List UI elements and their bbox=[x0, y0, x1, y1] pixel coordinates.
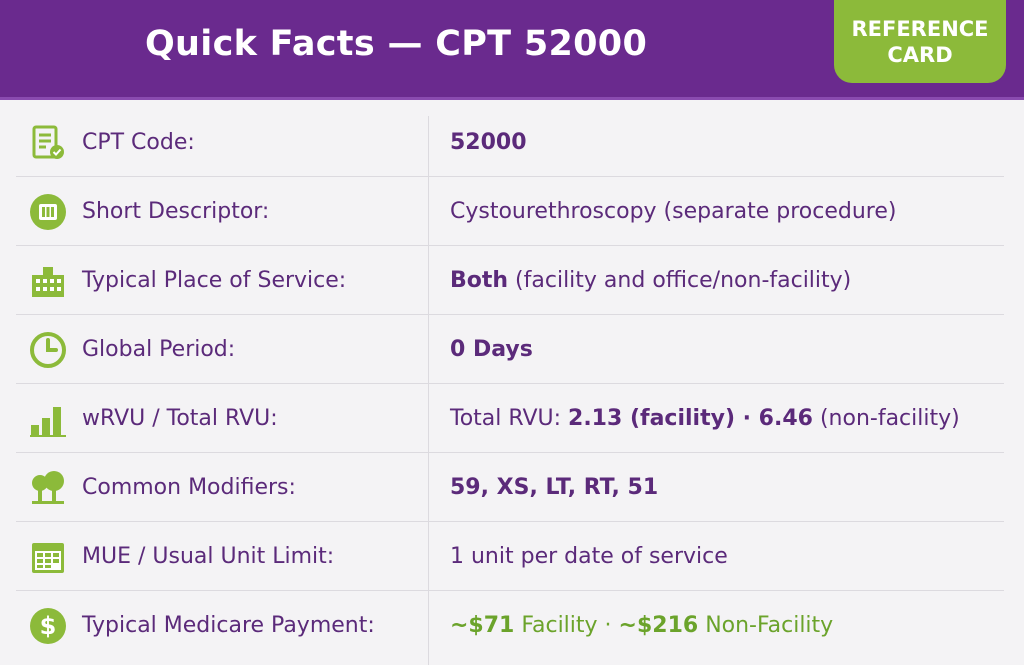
badge-line-2: CARD bbox=[887, 42, 953, 67]
value-bold: 2.13 (facility) · 6.46 bbox=[568, 406, 813, 431]
column-divider bbox=[428, 116, 429, 665]
calendar-icon bbox=[32, 543, 64, 573]
value-prefix: Total RVU: bbox=[450, 406, 569, 431]
page-title: Quick Facts — CPT 52000 bbox=[145, 24, 648, 64]
document-check-icon bbox=[32, 125, 64, 159]
value-bold: Both bbox=[450, 268, 509, 293]
row-label: Common Modifiers: bbox=[82, 475, 296, 500]
row-label: wRVU / Total RVU: bbox=[82, 406, 278, 431]
clock-icon bbox=[30, 332, 66, 368]
row-value: Cystourethroscopy (separate procedure) bbox=[450, 199, 897, 224]
bar-chart-icon bbox=[30, 407, 66, 437]
tree-icon bbox=[32, 471, 64, 504]
row-value: Both (facility and office/non-facility) bbox=[450, 246, 851, 315]
badge-line-1: REFERENCE bbox=[851, 16, 989, 41]
table-row: CPT Code: 52000 bbox=[16, 108, 1004, 177]
descriptor-icon bbox=[30, 194, 66, 230]
table-row: Global Period: 0 Days bbox=[16, 315, 1004, 384]
row-value: Total RVU: 2.13 (facility) · 6.46 (non-f… bbox=[450, 384, 960, 453]
row-label: CPT Code: bbox=[82, 130, 195, 155]
row-value: 59, XS, LT, RT, 51 bbox=[450, 475, 659, 500]
reference-card-badge: REFERENCE CARD bbox=[834, 0, 1006, 83]
value-facility-amount: ~$71 bbox=[450, 613, 515, 638]
value-facility-label: Facility · bbox=[514, 613, 619, 638]
value-rest: (facility and office/non-facility) bbox=[508, 268, 852, 293]
table-row: wRVU / Total RVU: Total RVU: 2.13 (facil… bbox=[16, 384, 1004, 453]
table-row: Typical Place of Service: Both (facility… bbox=[16, 246, 1004, 315]
table-row: Common Modifiers: 59, XS, LT, RT, 51 bbox=[16, 453, 1004, 522]
dollar-icon: $ bbox=[30, 608, 66, 644]
row-label: Short Descriptor: bbox=[82, 199, 270, 224]
header-bar: Quick Facts — CPT 52000 REFERENCE CARD bbox=[0, 0, 1024, 100]
table-row: MUE / Usual Unit Limit: 1 unit per date … bbox=[16, 522, 1004, 591]
value-rest: (non-facility) bbox=[812, 406, 960, 431]
building-icon bbox=[32, 267, 64, 297]
row-value: 52000 bbox=[450, 130, 527, 155]
row-label: Typical Place of Service: bbox=[82, 268, 347, 293]
row-label: Typical Medicare Payment: bbox=[82, 613, 375, 638]
row-value: 1 unit per date of service bbox=[450, 544, 728, 569]
row-value: ~$71 Facility · ~$216 Non-Facility bbox=[450, 591, 833, 660]
row-label: MUE / Usual Unit Limit: bbox=[82, 544, 335, 569]
value-nonfacility-amount: ~$216 bbox=[618, 613, 699, 638]
table-row: $ Typical Medicare Payment: ~$71 Facilit… bbox=[16, 591, 1004, 660]
table-row: Short Descriptor: Cystourethroscopy (sep… bbox=[16, 177, 1004, 246]
svg-text:$: $ bbox=[40, 612, 57, 640]
row-value: 0 Days bbox=[450, 337, 533, 362]
value-nonfacility-label: Non-Facility bbox=[698, 613, 834, 638]
facts-table: CPT Code: 52000 Short Descriptor: Cystou… bbox=[16, 108, 1004, 665]
row-label: Global Period: bbox=[82, 337, 236, 362]
